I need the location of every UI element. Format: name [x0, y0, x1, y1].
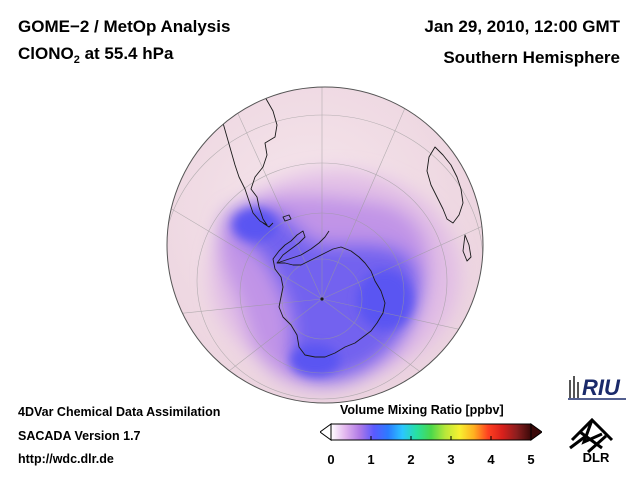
madagascar-coast [462, 234, 472, 262]
colorbar-tick-label: 5 [527, 452, 535, 467]
species-name: ClONO [18, 44, 74, 63]
globe-limb [166, 86, 484, 404]
colorbar-gradient [331, 424, 531, 440]
dlr-logo: DLR [569, 417, 614, 464]
colorbar-tick-label: 1 [367, 452, 375, 467]
region-label: Southern Hemisphere [443, 48, 620, 67]
south-pole-marker [320, 297, 324, 301]
tierra-del-fuego [262, 222, 274, 228]
dlr-logo-text: DLR [583, 450, 610, 464]
colorbar-frame [330, 423, 532, 441]
falkland-islands [282, 214, 292, 222]
globe-map [166, 86, 484, 404]
antarctica-coast [272, 230, 386, 358]
species-subscript: 2 [73, 54, 80, 66]
colorbar-high-arrow [530, 423, 542, 441]
graticule [167, 87, 483, 403]
footer-line-1: 4DVar Chemical Data Assimilation [18, 405, 221, 419]
antarctic-peninsula [276, 230, 330, 264]
colorbar-tick-label: 3 [447, 452, 455, 467]
colorbar [320, 423, 542, 441]
vmr-min-east [357, 270, 413, 330]
riu-logo-text: RIU [582, 375, 621, 400]
colorbar-tick-label: 4 [487, 452, 495, 467]
vmr-min-south [290, 344, 340, 376]
date-time-label: Jan 29, 2010, 12:00 GMT [424, 17, 620, 36]
riu-logo: RIU [568, 375, 626, 400]
colorbar-tick-marks [330, 436, 532, 440]
africa-coast [426, 146, 464, 224]
colorbar-low-arrow [320, 423, 332, 441]
riu-emblem-icon [569, 376, 579, 398]
species-level: at 55.4 hPa [79, 44, 174, 63]
footer-line-2: SACADA Version 1.7 [18, 429, 141, 443]
footer-link[interactable]: http://wdc.dlr.de [18, 452, 114, 466]
colorbar-title: Volume Mixing Ratio [ppbv] [340, 403, 504, 417]
vmr-min-west [233, 209, 277, 241]
dlr-emblem-icon [569, 417, 614, 454]
coastlines [219, 90, 472, 358]
colorbar-tick-label: 2 [407, 452, 415, 467]
colorbar-tick-label: 0 [327, 452, 335, 467]
title-instrument: GOME−2 / MetOp Analysis [18, 17, 231, 36]
south-america-coast [219, 90, 278, 226]
title-species: ClONO2 at 55.4 hPa [18, 44, 174, 66]
